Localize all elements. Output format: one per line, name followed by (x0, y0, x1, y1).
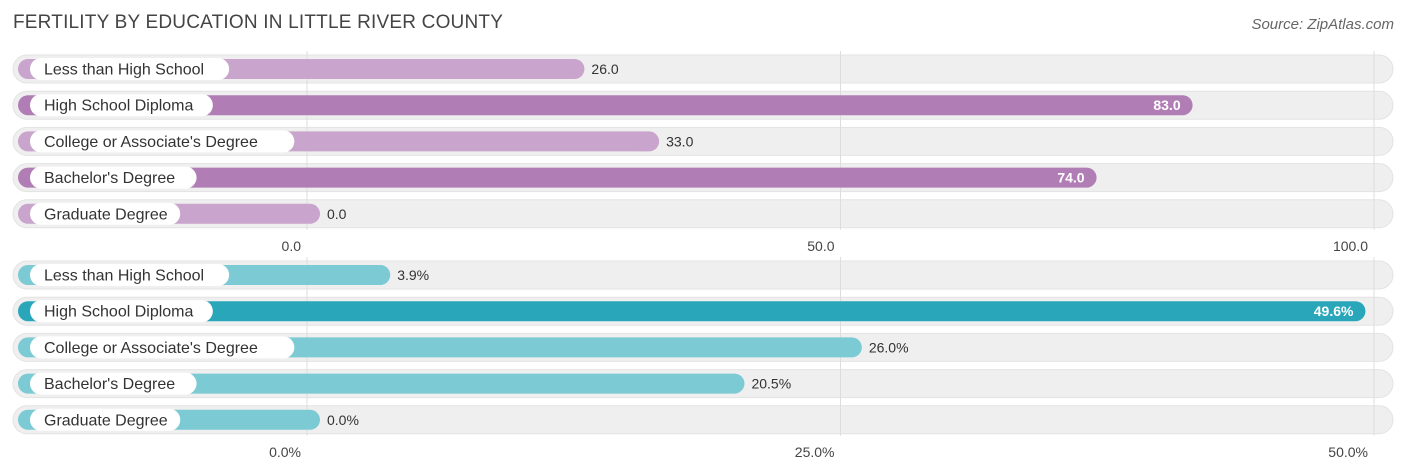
category-label-pill (30, 202, 181, 225)
category-label: Less than High School (44, 268, 204, 285)
tick-label: 50.0% (1328, 444, 1368, 460)
value-label: 83.0 (1153, 97, 1180, 113)
value-label: 33.0 (666, 133, 693, 149)
value-label: 49.6% (1314, 303, 1354, 319)
value-label: 3.9% (397, 267, 429, 283)
tick-label: 0.0 (282, 238, 302, 254)
category-label: Less than High School (44, 62, 204, 79)
category-label-pill (30, 166, 197, 189)
row-background (12, 405, 1394, 435)
category-label: High School Diploma (44, 304, 194, 321)
value-label: 0.0% (327, 412, 359, 428)
tick-label: 0.0% (269, 444, 301, 460)
value-label: 26.0% (869, 339, 909, 355)
value-label: 0.0 (327, 206, 347, 222)
tick-label: 25.0% (795, 444, 835, 460)
category-label: Bachelor's Degree (44, 170, 175, 187)
category-label: High School Diploma (44, 98, 194, 115)
tick-label: 100.0 (1333, 238, 1368, 254)
bar[interactable] (18, 167, 1097, 188)
bar[interactable] (18, 373, 745, 394)
category-label: Graduate Degree (44, 206, 168, 223)
bar[interactable] (18, 301, 1366, 322)
category-label-pill (30, 300, 213, 323)
value-label: 26.0 (591, 61, 618, 77)
chart-title: FERTILITY BY EDUCATION IN LITTLE RIVER C… (13, 12, 504, 33)
category-label-pill (30, 94, 213, 117)
tick-label: 50.0 (807, 238, 834, 254)
category-label-pill (30, 58, 230, 80)
category-label-pill (30, 372, 197, 395)
value-label: 74.0 (1057, 170, 1084, 186)
source-credit: Source: ZipAtlas.com (1251, 16, 1394, 33)
bar[interactable] (18, 95, 1193, 116)
category-label: Bachelor's Degree (44, 376, 175, 393)
category-label-pill (30, 130, 295, 153)
category-label-pill (30, 408, 181, 431)
category-label-pill (30, 264, 230, 286)
category-label: College or Associate's Degree (44, 134, 258, 151)
category-label: College or Associate's Degree (44, 340, 258, 357)
category-label-pill (30, 336, 295, 359)
category-label: Graduate Degree (44, 412, 168, 429)
value-label: 20.5% (751, 376, 791, 392)
row-background (12, 199, 1394, 229)
